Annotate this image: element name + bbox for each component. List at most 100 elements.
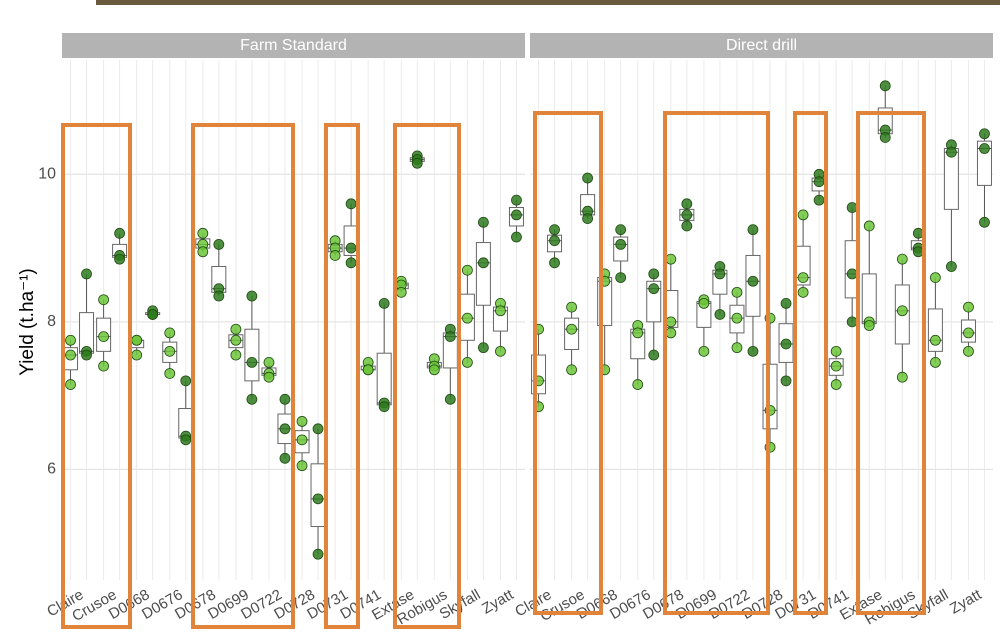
- point: [699, 298, 709, 308]
- point: [99, 295, 109, 305]
- point: [633, 380, 643, 390]
- point: [115, 228, 125, 238]
- point: [583, 214, 593, 224]
- point: [462, 357, 472, 367]
- point: [66, 380, 76, 390]
- point: [379, 298, 389, 308]
- point: [748, 225, 758, 235]
- point: [930, 357, 940, 367]
- point: [550, 236, 560, 246]
- point: [864, 321, 874, 331]
- point: [682, 199, 692, 209]
- box: [763, 364, 777, 429]
- point: [567, 324, 577, 334]
- point: [633, 328, 643, 338]
- point: [649, 284, 659, 294]
- point: [732, 287, 742, 297]
- point: [847, 317, 857, 327]
- point: [616, 239, 626, 249]
- point: [198, 228, 208, 238]
- point: [478, 258, 488, 268]
- point: [666, 317, 676, 327]
- point: [649, 350, 659, 360]
- point: [511, 232, 521, 242]
- point: [930, 335, 940, 345]
- point: [979, 144, 989, 154]
- point: [781, 376, 791, 386]
- point: [66, 350, 76, 360]
- point: [379, 402, 389, 412]
- box: [476, 243, 490, 306]
- point: [963, 302, 973, 312]
- point: [930, 273, 940, 283]
- point: [798, 287, 808, 297]
- point: [132, 335, 142, 345]
- point: [649, 269, 659, 279]
- point: [897, 254, 907, 264]
- point: [115, 254, 125, 264]
- point: [511, 210, 521, 220]
- box: [862, 274, 876, 324]
- point: [165, 328, 175, 338]
- point: [346, 243, 356, 253]
- point: [864, 221, 874, 231]
- point: [330, 250, 340, 260]
- point: [445, 394, 455, 404]
- point: [445, 332, 455, 342]
- point: [732, 313, 742, 323]
- point: [181, 376, 191, 386]
- point: [666, 254, 676, 264]
- point: [913, 228, 923, 238]
- point: [699, 346, 709, 356]
- point: [897, 372, 907, 382]
- point: [880, 132, 890, 142]
- point: [231, 335, 241, 345]
- point: [478, 217, 488, 227]
- point: [781, 339, 791, 349]
- point: [511, 195, 521, 205]
- point: [165, 368, 175, 378]
- point: [748, 346, 758, 356]
- point: [682, 221, 692, 231]
- point: [732, 343, 742, 353]
- point: [280, 424, 290, 434]
- point: [831, 346, 841, 356]
- box: [944, 149, 958, 210]
- point: [99, 332, 109, 342]
- point: [682, 210, 692, 220]
- point: [82, 350, 92, 360]
- point: [798, 210, 808, 220]
- chart: Yield (t.ha⁻¹) Farm StandardClaireCrusoe…: [0, 0, 1000, 636]
- point: [847, 269, 857, 279]
- point: [913, 247, 923, 257]
- x-tick-label: Zyatt: [479, 586, 517, 618]
- point: [214, 291, 224, 301]
- y-axis-label: Yield (t.ha⁻¹): [17, 268, 38, 376]
- y-tick-label: 10: [38, 166, 56, 183]
- point: [412, 158, 422, 168]
- point: [462, 313, 472, 323]
- point: [82, 269, 92, 279]
- point: [264, 372, 274, 382]
- point: [231, 324, 241, 334]
- photo-strip: [96, 0, 1000, 5]
- y-tick-label: 8: [47, 313, 56, 330]
- point: [831, 361, 841, 371]
- point: [132, 350, 142, 360]
- point: [462, 265, 472, 275]
- point: [429, 365, 439, 375]
- point: [495, 346, 505, 356]
- point: [781, 298, 791, 308]
- point: [181, 435, 191, 445]
- strip-title: Farm Standard: [240, 37, 347, 54]
- point: [165, 346, 175, 356]
- point: [495, 306, 505, 316]
- point: [798, 273, 808, 283]
- point: [297, 461, 307, 471]
- point: [280, 394, 290, 404]
- point: [897, 306, 907, 316]
- point: [715, 269, 725, 279]
- box: [377, 353, 391, 405]
- point: [567, 302, 577, 312]
- point: [963, 346, 973, 356]
